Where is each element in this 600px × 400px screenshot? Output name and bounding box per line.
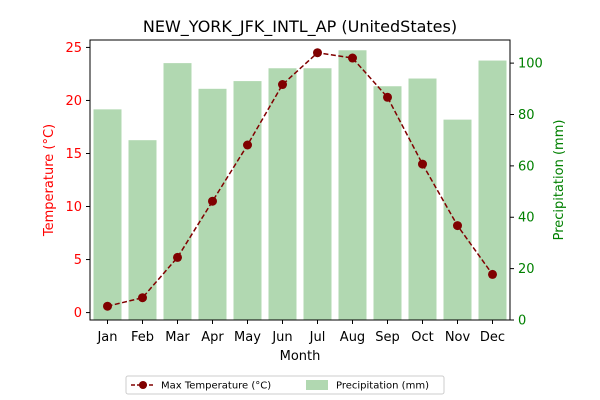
legend-box: [125, 375, 445, 395]
x-tick-label: Apr: [201, 330, 224, 345]
x-tick-label: Mar: [165, 330, 190, 345]
chart-title: NEW_YORK_JFK_INTL_AP (UnitedStates): [143, 17, 457, 37]
y-axis-right: 0 20 40 60 80 100: [510, 57, 543, 329]
precipitation-bar-may: [233, 81, 262, 320]
y-right-tick-label: 60: [518, 159, 535, 174]
y-left-tick-label: 25: [65, 41, 82, 56]
temperature-point-aug: [348, 53, 357, 63]
x-tick-label: Oct: [411, 330, 433, 345]
x-tick-label: Feb: [131, 330, 154, 345]
y-axis-right-label: Precipitation (mm): [552, 120, 567, 241]
legend-marker-swatch: [139, 381, 147, 389]
x-axis: Jan Feb Mar Apr May Jun Jul Aug Sep Oct Nov Dec: [96, 320, 505, 345]
temperature-point-dec: [488, 269, 497, 279]
x-tick-label: Sep: [375, 330, 400, 345]
precipitation-bars: [93, 50, 507, 321]
temperature-point-feb: [138, 293, 147, 303]
precipitation-bar-nov: [443, 119, 472, 320]
x-tick-label: May: [234, 330, 261, 345]
y-right-tick-label: 80: [518, 108, 535, 123]
temperature-point-mar: [173, 252, 182, 262]
y-left-tick-label: 15: [65, 147, 82, 162]
legend-bar-swatch: [306, 380, 328, 390]
temperature-point-sep: [383, 92, 392, 102]
precipitation-bar-dec: [478, 60, 507, 321]
legend: Max Temperature (°C) Precipitation (mm): [125, 375, 445, 395]
precipitation-bar-jul: [303, 68, 332, 320]
temperature-line: [107, 51, 494, 307]
y-right-tick-label: 40: [518, 211, 535, 226]
temperature-point-jun: [278, 80, 287, 90]
x-tick-label: Jul: [309, 330, 326, 345]
y-left-tick-label: 20: [65, 94, 82, 109]
x-tick-label: Jan: [96, 330, 117, 345]
legend-label-temperature: Max Temperature (°C): [161, 381, 271, 392]
temperature-line-layer: [103, 48, 497, 311]
temperature-point-oct: [418, 159, 427, 169]
y-axis-left: 0 5 10 15 20 25: [65, 41, 90, 321]
x-tick-label: Jun: [271, 330, 292, 345]
temperature-point-jul: [313, 48, 322, 58]
y-right-tick-label: 100: [518, 57, 543, 72]
precipitation-bar-aug: [338, 50, 367, 320]
precipitation-bar-feb: [128, 140, 157, 320]
plot-frame: [89, 39, 511, 321]
y-axis-left-label: Temperature (°C): [42, 124, 57, 237]
temperature-point-may: [243, 140, 252, 150]
legend-label-precipitation: Precipitation (mm): [336, 381, 429, 392]
precipitation-bar-oct: [408, 78, 437, 320]
temperature-point-jan: [103, 301, 112, 311]
precipitation-bar-jan: [93, 109, 122, 320]
x-axis-label: Month: [280, 349, 321, 364]
x-tick-label: Aug: [340, 330, 365, 345]
temperature-point-apr: [208, 196, 217, 206]
precipitation-bar-jun: [268, 68, 297, 320]
x-tick-label: Dec: [480, 330, 505, 345]
y-left-tick-label: 0: [74, 306, 82, 321]
temperature-point-nov: [453, 221, 462, 231]
y-left-tick-label: 5: [74, 253, 82, 268]
y-right-tick-label: 20: [518, 262, 535, 277]
precipitation-bar-mar: [163, 63, 192, 321]
precipitation-bar-sep: [373, 86, 402, 321]
y-right-tick-label: 0: [518, 314, 526, 329]
y-left-tick-label: 10: [65, 200, 82, 215]
x-tick-label: Nov: [445, 330, 471, 345]
